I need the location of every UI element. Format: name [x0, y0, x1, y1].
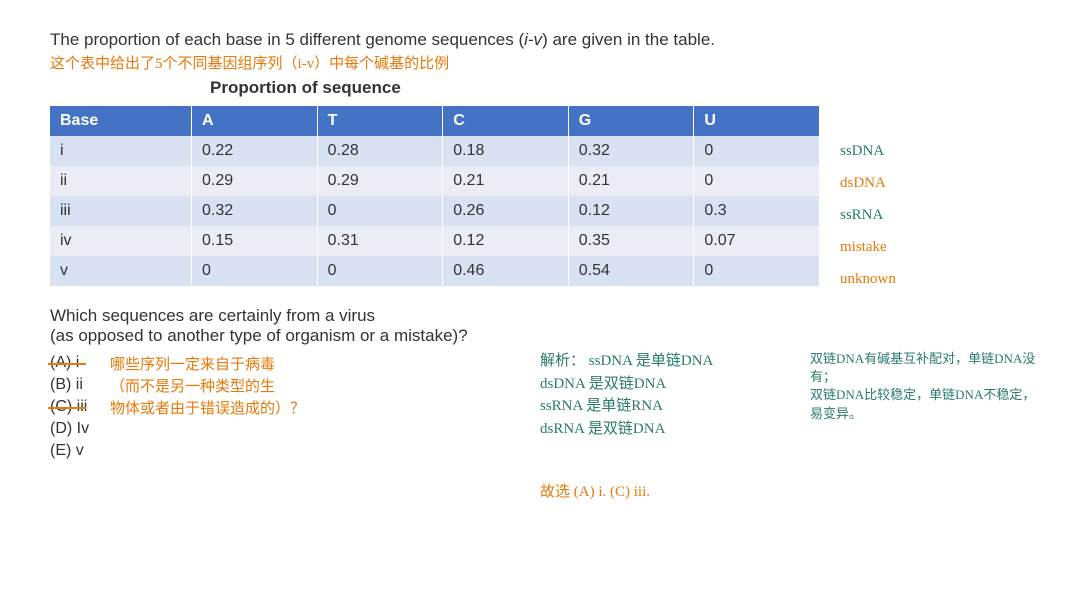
table-cell: 0	[192, 256, 318, 286]
row-annotation: ssRNA	[840, 207, 883, 224]
table-cell: 0.07	[694, 226, 820, 256]
analysis-line: ssRNA 是单链RNA	[540, 395, 713, 418]
option-label: (A) i	[50, 354, 100, 372]
table-cell: 0.15	[192, 226, 318, 256]
row-annotation: unknown	[840, 271, 896, 288]
col-header: G	[568, 106, 694, 136]
option-label: (C) iii	[50, 398, 100, 416]
table-cell: 0.26	[443, 196, 569, 226]
table-cell: 0.46	[443, 256, 569, 286]
table-cell: 0.28	[317, 136, 443, 166]
intro-after: ) are given in the table.	[542, 30, 715, 49]
col-header: T	[317, 106, 443, 136]
table-cell: 0.21	[443, 166, 569, 196]
table-cell: iv	[50, 226, 192, 256]
table-cell: 0.21	[568, 166, 694, 196]
col-header: A	[192, 106, 318, 136]
question2: Which sequences are certainly from a vir…	[50, 306, 1030, 346]
table-row: v000.460.540	[50, 256, 820, 286]
table-cell: 0.22	[192, 136, 318, 166]
option-translation: 哪些序列一定来自于病毒	[110, 353, 275, 374]
table-cell: 0.3	[694, 196, 820, 226]
analysis-far-right: 双链DNA有碱基互补配对，单链DNA没有；双链DNA比较稳定，单链DNA不稳定，…	[810, 350, 1040, 423]
row-annotation: mistake	[840, 239, 887, 256]
row-annotation: dsDNA	[840, 175, 886, 192]
option-label: (B) ii	[50, 376, 100, 394]
table-cell: 0	[694, 136, 820, 166]
far-right-line: 双链DNA有碱基互补配对，单链DNA没有；	[810, 350, 1040, 386]
table-row: iv0.150.310.120.350.07	[50, 226, 820, 256]
table-cell: ii	[50, 166, 192, 196]
table-cell: 0.12	[443, 226, 569, 256]
option-row: (E) v	[50, 440, 1030, 462]
table-cell: 0.31	[317, 226, 443, 256]
table-cell: 0.32	[192, 196, 318, 226]
far-right-line: 双链DNA比较稳定，单链DNA不稳定，易变异。	[810, 386, 1040, 422]
analysis-line: dsDNA 是双链DNA	[540, 373, 713, 396]
table-cell: iii	[50, 196, 192, 226]
table-wrap: BaseATCGU i0.220.280.180.320ii0.290.290.…	[50, 106, 1030, 286]
col-header: Base	[50, 106, 192, 136]
analysis-line: ssDNA 是单链DNA	[589, 353, 714, 369]
option-label: (D) Iv	[50, 420, 100, 438]
intro-translation: 这个表中给出了5个不同基因组序列（i-v）中每个碱基的比例	[50, 52, 1030, 73]
table-cell: 0	[694, 256, 820, 286]
table-cell: v	[50, 256, 192, 286]
base-table: BaseATCGU i0.220.280.180.320ii0.290.290.…	[50, 106, 820, 286]
table-row: ii0.290.290.210.210	[50, 166, 820, 196]
table-cell: 0	[317, 256, 443, 286]
option-label: (E) v	[50, 442, 100, 460]
final-answer: 故选 (A) i. (C) iii.	[540, 480, 650, 501]
table-cell: 0.54	[568, 256, 694, 286]
analysis-header: 解析：	[540, 353, 585, 369]
table-caption: Proportion of sequence	[210, 78, 1030, 98]
option-translation: （而不是另一种类型的生	[110, 375, 275, 396]
analysis-block: 解析： ssDNA 是单链DNA dsDNA 是双链DNAssRNA 是单链RNA…	[540, 350, 713, 440]
col-header: U	[694, 106, 820, 136]
table-cell: 0.32	[568, 136, 694, 166]
table-cell: 0.12	[568, 196, 694, 226]
table-cell: 0	[317, 196, 443, 226]
intro-before: The proportion of each base in 5 differe…	[50, 30, 524, 49]
row-annotation: ssDNA	[840, 143, 884, 160]
option-translation: 物体或者由于错误造成的）？	[110, 397, 305, 418]
table-cell: 0.35	[568, 226, 694, 256]
q2-line1: Which sequences are certainly from a vir…	[50, 306, 1030, 326]
q2-line2: (as opposed to another type of organism …	[50, 326, 1030, 346]
table-cell: 0.18	[443, 136, 569, 166]
table-cell: 0.29	[317, 166, 443, 196]
table-row: i0.220.280.180.320	[50, 136, 820, 166]
question-intro: The proportion of each base in 5 differe…	[50, 30, 1030, 50]
intro-italic: i-v	[524, 30, 542, 49]
analysis-line: dsRNA 是双链DNA	[540, 418, 713, 441]
table-cell: 0	[694, 166, 820, 196]
table-cell: 0.29	[192, 166, 318, 196]
col-header: C	[443, 106, 569, 136]
table-row: iii0.3200.260.120.3	[50, 196, 820, 226]
table-cell: i	[50, 136, 192, 166]
